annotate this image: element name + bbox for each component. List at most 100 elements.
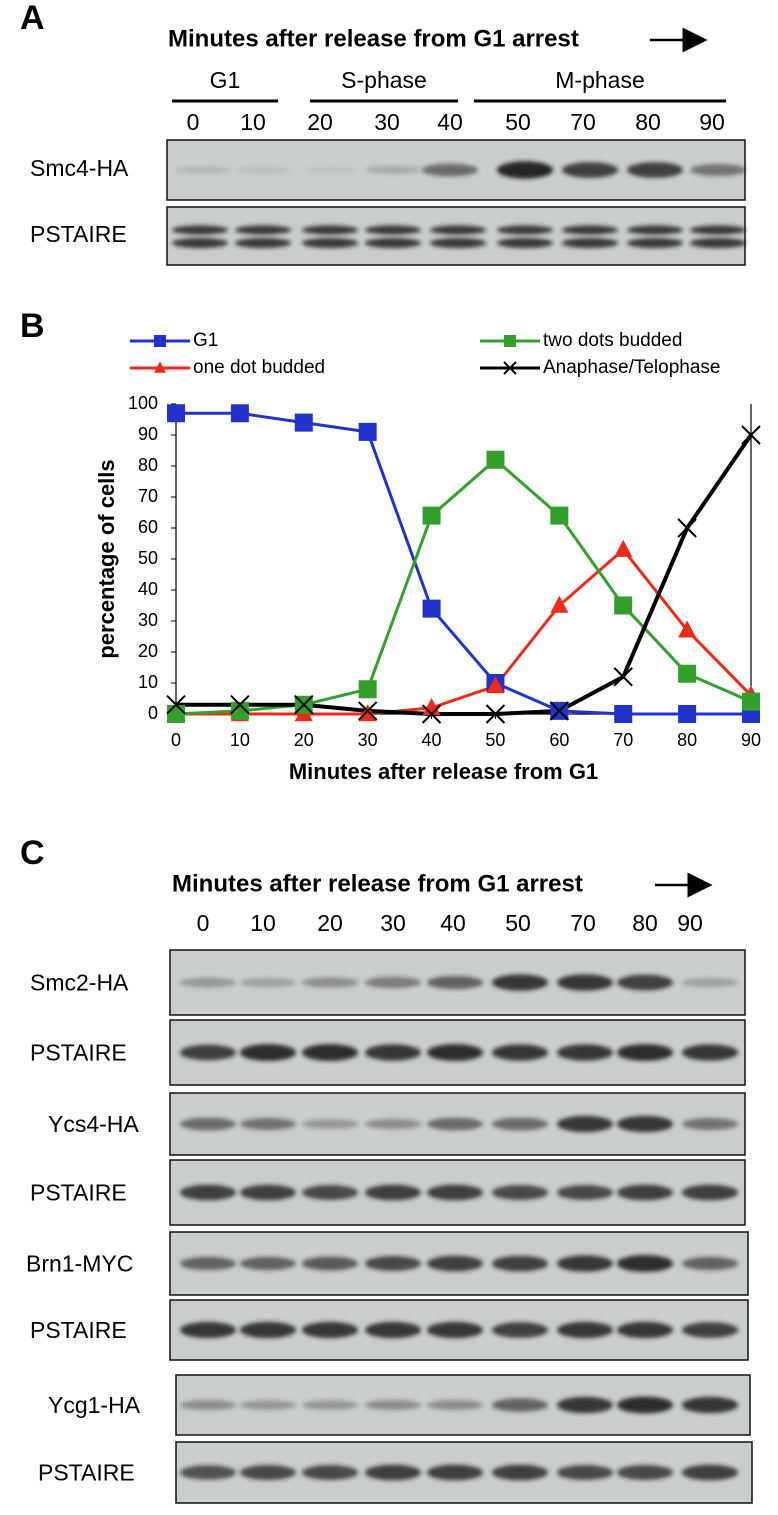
band (302, 238, 358, 248)
band (617, 1255, 673, 1272)
band (302, 225, 358, 235)
phases: G1 S-phase M-phase (172, 67, 726, 103)
point (358, 704, 377, 722)
band (682, 1396, 738, 1414)
point (358, 422, 377, 441)
y-tick-label: 60 (138, 517, 158, 537)
point (485, 704, 506, 724)
band (557, 1185, 613, 1200)
lane-label: 90 (677, 910, 703, 936)
band (302, 977, 358, 988)
point (421, 704, 442, 724)
legend-marker (154, 335, 166, 347)
series-line (176, 433, 753, 716)
band (427, 975, 483, 990)
point (741, 425, 761, 445)
band (430, 238, 486, 248)
blot-label: PSTAIRE (30, 221, 127, 247)
series-line (176, 411, 751, 716)
band (562, 162, 618, 178)
legend-marker (503, 361, 517, 375)
band (492, 974, 548, 991)
point (294, 413, 313, 432)
band (302, 1400, 358, 1410)
y-tick-label: 30 (138, 610, 158, 630)
lane-label: 70 (570, 910, 596, 936)
band (562, 225, 618, 235)
point (294, 694, 314, 715)
blot-label: Brn1-MYC (26, 1251, 133, 1277)
band (492, 1044, 548, 1061)
band (235, 238, 291, 248)
band (427, 1255, 483, 1272)
band (492, 1464, 548, 1481)
band (240, 1256, 296, 1271)
band (365, 1044, 421, 1061)
band (492, 1322, 548, 1338)
y-tick-label: 50 (138, 548, 158, 568)
band (302, 1044, 358, 1061)
band (422, 163, 478, 177)
line-chart: 0 10 20 30 40 50 60 70 80 90 100 0 10 20 30 40 50 60 70 80 9… (94, 330, 761, 784)
band (617, 1115, 673, 1133)
x-tick-label: 30 (358, 730, 378, 750)
series-line (175, 457, 752, 716)
band (240, 1321, 296, 1339)
band (557, 1255, 613, 1272)
band (557, 1115, 613, 1133)
point (167, 705, 185, 723)
blots: Smc2-HA PSTAIRE Ycs4-HA PSTAIRE Brn1-MYC PSTA… (26, 949, 753, 1504)
band (562, 238, 618, 248)
point (230, 701, 249, 720)
band (365, 1118, 421, 1130)
band (557, 1465, 613, 1480)
point (422, 599, 441, 618)
band (302, 1185, 358, 1200)
lane-label: 50 (505, 109, 531, 135)
y-tick-label: 10 (138, 672, 158, 692)
band (172, 238, 228, 248)
blot (166, 206, 746, 266)
blot-label: PSTAIRE (30, 1180, 127, 1206)
phase-label: G1 (210, 67, 241, 93)
band (557, 1321, 613, 1339)
y-tick-label: 100 (128, 393, 158, 413)
band (240, 1118, 296, 1130)
lane-label: 30 (380, 910, 406, 936)
band (492, 1398, 548, 1412)
blot-label: Ycs4-HA (48, 1111, 139, 1137)
x-tick-label: 80 (677, 730, 697, 750)
band (627, 238, 683, 248)
band (180, 1044, 236, 1061)
lane-label: 10 (240, 109, 266, 135)
legend-label: Anaphase/Telophase (543, 357, 720, 378)
band (427, 1044, 483, 1061)
y-axis-title: percentage of cells (94, 459, 119, 658)
point (614, 596, 633, 615)
band (427, 1117, 483, 1131)
panel-letter: C (20, 834, 45, 872)
band (682, 1464, 738, 1481)
band (235, 225, 291, 235)
legend-marker (154, 361, 166, 373)
point (549, 701, 570, 721)
blot-label: PSTAIRE (38, 1460, 135, 1486)
band (240, 1044, 296, 1061)
x-tick-label: 40 (422, 730, 442, 750)
band (690, 238, 746, 248)
band (180, 1399, 236, 1411)
x-tick-label: 20 (294, 730, 314, 750)
band (365, 1321, 421, 1339)
point (166, 694, 186, 715)
band (365, 1256, 421, 1271)
lane-label: 50 (505, 910, 531, 936)
band (427, 1464, 483, 1481)
band (682, 1322, 738, 1338)
band (365, 1399, 421, 1411)
band (302, 1465, 358, 1480)
point (550, 595, 569, 613)
lane-label: 80 (635, 109, 661, 135)
band (492, 1255, 548, 1272)
band (557, 1044, 613, 1061)
lane-label: 70 (570, 109, 596, 135)
